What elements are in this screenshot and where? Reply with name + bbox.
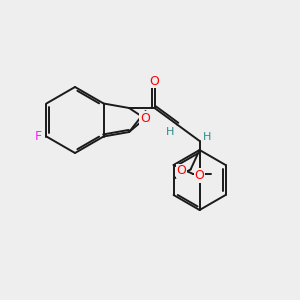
Text: F: F (35, 130, 42, 143)
Text: H: H (165, 127, 174, 137)
Text: O: O (150, 74, 160, 88)
Text: H: H (203, 131, 211, 142)
Text: O: O (140, 112, 150, 125)
Text: O: O (176, 164, 186, 178)
Text: O: O (195, 169, 205, 182)
